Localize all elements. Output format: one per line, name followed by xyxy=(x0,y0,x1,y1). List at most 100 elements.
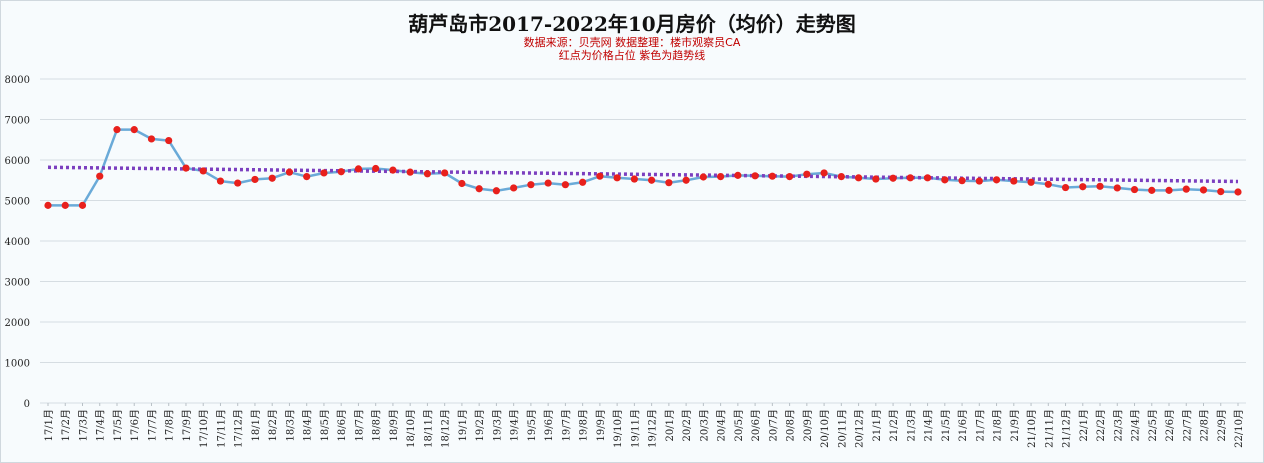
data-point xyxy=(785,173,794,181)
data-point xyxy=(1044,180,1052,188)
x-tick-label: 18/4月 xyxy=(302,409,314,441)
data-point xyxy=(906,174,914,182)
data-point xyxy=(1010,177,1018,185)
y-tick-label: 5000 xyxy=(5,197,30,208)
data-point xyxy=(1199,186,1208,194)
data-point xyxy=(234,179,242,187)
x-tick-label: 21/7月 xyxy=(974,409,986,441)
x-tick-label: 17/3月 xyxy=(77,409,89,441)
y-tick-label: 7000 xyxy=(5,116,30,127)
x-tick-label: 20/7月 xyxy=(767,409,779,441)
x-tick-label: 19/1月 xyxy=(457,409,469,441)
data-point xyxy=(1182,185,1190,193)
x-tick-label: 21/1月 xyxy=(871,409,883,441)
data-point xyxy=(820,169,828,177)
y-tick-label: 0 xyxy=(24,399,30,410)
data-point xyxy=(544,179,552,187)
x-tick-label: 20/5月 xyxy=(733,409,745,441)
y-tick-label: 3000 xyxy=(5,278,30,289)
x-tick-label: 21/12月 xyxy=(1061,409,1073,448)
y-tick-label: 8000 xyxy=(5,75,30,86)
x-tick-label: 20/6月 xyxy=(750,409,762,441)
x-tick-label: 17/7月 xyxy=(146,409,158,441)
x-tick-label: 19/7月 xyxy=(560,409,572,441)
trend-line xyxy=(47,165,1239,184)
x-tick-label: 21/2月 xyxy=(888,409,900,441)
x-tick-label: 20/2月 xyxy=(681,409,693,441)
x-tick-label: 18/12月 xyxy=(440,409,452,448)
x-tick-label: 22/10月 xyxy=(1233,409,1245,448)
x-tick-label: 19/2月 xyxy=(474,409,486,441)
x-tick-label: 22/4月 xyxy=(1130,409,1142,441)
data-point xyxy=(441,169,449,177)
data-point xyxy=(268,174,276,182)
x-tick-label: 18/6月 xyxy=(336,409,348,441)
x-tick-label: 21/6月 xyxy=(957,409,969,441)
data-point xyxy=(372,164,380,173)
x-tick-label: 22/6月 xyxy=(1164,409,1176,441)
data-point xyxy=(837,173,845,181)
data-point xyxy=(958,177,966,185)
x-tick-label: 17/5月 xyxy=(112,409,124,441)
data-point xyxy=(648,176,656,184)
x-tick-label: 19/9月 xyxy=(595,409,607,441)
data-point xyxy=(251,175,259,184)
data-point xyxy=(303,173,311,181)
x-tick-label: 19/4月 xyxy=(509,409,521,441)
x-tick-label: 21/5月 xyxy=(940,409,952,441)
data-point xyxy=(579,178,587,186)
data-point xyxy=(1027,178,1035,186)
x-tick-label: 22/3月 xyxy=(1112,409,1124,441)
data-point xyxy=(389,166,397,174)
x-tick-label: 22/8月 xyxy=(1199,409,1211,441)
data-point xyxy=(1096,182,1104,190)
x-tick-label: 19/12月 xyxy=(647,409,659,448)
x-tick-label: 17/2月 xyxy=(60,409,72,441)
data-point xyxy=(699,173,707,181)
data-point xyxy=(96,172,104,180)
chart-subtitle-legend: 红点为价格占位 紫色为趋势线 xyxy=(558,49,706,62)
x-tick-label: 19/11月 xyxy=(629,409,641,448)
y-tick-label: 6000 xyxy=(5,156,30,167)
series-line xyxy=(48,128,1239,207)
data-point xyxy=(182,164,190,172)
x-tick-label: 21/4月 xyxy=(923,409,935,441)
x-tick-label: 17/8月 xyxy=(164,409,176,441)
data-point xyxy=(751,172,759,180)
x-tick-label: 18/2月 xyxy=(267,409,279,441)
x-tick-label: 17/6月 xyxy=(129,409,141,441)
x-tick-label: 18/11月 xyxy=(422,409,434,448)
x-tick-label: 17/4月 xyxy=(95,409,107,441)
x-tick-label: 18/8月 xyxy=(371,409,383,441)
x-tick-label: 22/5月 xyxy=(1147,409,1159,441)
x-tick-label: 20/9月 xyxy=(802,409,814,441)
data-point xyxy=(1148,186,1156,194)
data-point xyxy=(44,201,52,209)
x-tick-label: 20/10月 xyxy=(819,409,831,448)
data-point xyxy=(889,174,897,182)
x-tick-label: 22/2月 xyxy=(1095,409,1107,441)
data-point xyxy=(354,165,363,173)
y-tick-label: 1000 xyxy=(5,359,30,370)
data-point xyxy=(682,176,690,184)
data-point xyxy=(665,179,673,187)
x-tick-label: 22/9月 xyxy=(1216,409,1228,441)
data-point xyxy=(854,174,863,182)
data-point xyxy=(1217,187,1225,196)
data-point xyxy=(923,174,932,182)
data-point xyxy=(872,175,880,183)
x-tick-label: 21/10月 xyxy=(1026,409,1038,448)
x-tick-label: 17/10月 xyxy=(198,409,210,448)
x-tick-label: 18/9月 xyxy=(388,409,400,441)
data-point xyxy=(1130,185,1139,194)
x-tick-label: 18/1月 xyxy=(250,409,262,441)
data-point xyxy=(510,184,518,192)
data-point xyxy=(147,135,156,143)
x-tick-label: 18/7月 xyxy=(353,409,365,441)
data-point xyxy=(992,176,1001,184)
x-tick-label: 18/10月 xyxy=(405,409,417,448)
data-point xyxy=(734,171,742,179)
data-point xyxy=(941,176,949,184)
